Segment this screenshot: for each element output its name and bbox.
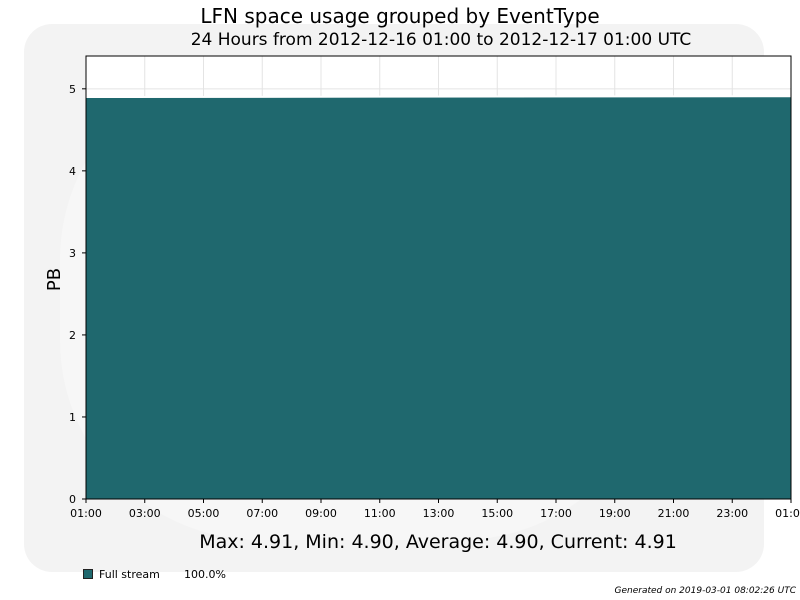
y-tick-label: 3 <box>69 247 76 260</box>
chart-subtitle: 24 Hours from 2012-12-16 01:00 to 2012-1… <box>190 30 692 50</box>
x-tick-label: 01:00 <box>775 507 800 520</box>
x-tick-label: 21:00 <box>658 507 690 520</box>
chart-stats: Max: 4.91, Min: 4.90, Average: 4.90, Cur… <box>199 531 677 553</box>
generated-timestamp: Generated on 2019-03-01 08:02:26 UTC <box>614 586 797 596</box>
y-axis-label: PB <box>44 268 65 291</box>
legend-label-full-stream: Full stream <box>99 568 160 581</box>
y-tick-label: 2 <box>69 329 76 342</box>
legend: Full stream 100.0% <box>83 568 226 581</box>
x-tick-label: 17:00 <box>540 507 572 520</box>
y-tick-label: 1 <box>69 411 76 424</box>
y-tick-label: 4 <box>69 165 76 178</box>
series-area-0 <box>86 96 791 499</box>
x-tick-label: 19:00 <box>599 507 631 520</box>
x-tick-label: 07:00 <box>246 507 278 520</box>
legend-swatch-full-stream <box>83 569 93 579</box>
x-tick-label: 05:00 <box>188 507 220 520</box>
x-tick-label: 09:00 <box>305 507 337 520</box>
y-tick-label: 5 <box>69 83 76 96</box>
x-tick-label: 13:00 <box>423 507 455 520</box>
x-tick-label: 03:00 <box>129 507 161 520</box>
x-tick-label: 15:00 <box>481 507 513 520</box>
series-top-line-0 <box>85 95 792 99</box>
y-tick-label: 0 <box>69 493 76 506</box>
x-tick-label: 11:00 <box>364 507 396 520</box>
x-tick-label: 23:00 <box>716 507 748 520</box>
legend-percent-full-stream: 100.0% <box>184 568 226 581</box>
x-tick-label: 01:00 <box>70 507 102 520</box>
chart-title: LFN space usage grouped by EventType <box>200 4 600 28</box>
